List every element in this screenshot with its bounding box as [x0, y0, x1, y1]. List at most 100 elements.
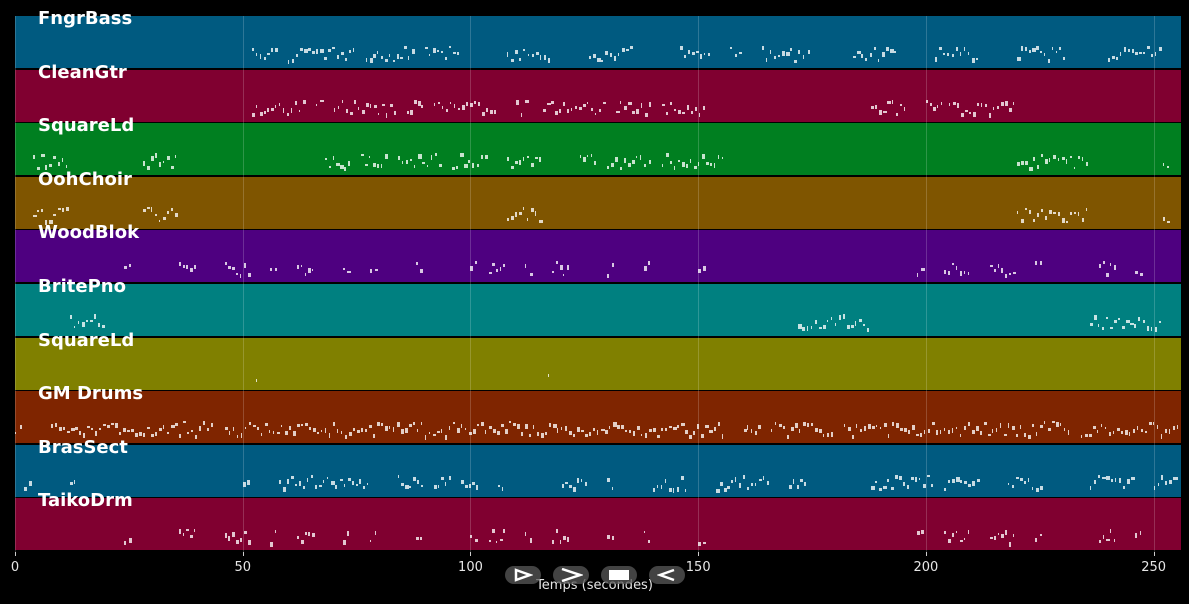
note — [1164, 429, 1167, 434]
note — [648, 540, 651, 544]
note — [1020, 46, 1024, 51]
note — [984, 104, 987, 107]
track-name: CleanGtr — [38, 61, 127, 83]
track-lane[interactable] — [15, 498, 1181, 551]
note — [1021, 161, 1024, 166]
note — [750, 483, 753, 486]
note — [1044, 52, 1046, 56]
note — [903, 428, 907, 432]
note — [991, 428, 994, 434]
track-lane[interactable] — [15, 391, 1181, 444]
note — [668, 487, 672, 492]
note — [211, 422, 213, 427]
note — [453, 104, 456, 108]
note — [381, 104, 385, 106]
note — [911, 425, 916, 431]
note — [515, 160, 518, 164]
note — [789, 484, 793, 489]
track-lane[interactable] — [15, 16, 1181, 69]
track-lane[interactable] — [15, 230, 1181, 283]
stop-button[interactable] — [601, 566, 637, 584]
note — [842, 314, 846, 319]
note — [232, 426, 234, 431]
track-lane[interactable] — [15, 176, 1181, 229]
note — [665, 428, 668, 432]
note — [1139, 51, 1143, 54]
note — [976, 102, 979, 107]
note — [432, 433, 437, 437]
note — [527, 155, 530, 158]
note — [461, 105, 466, 111]
note — [248, 422, 252, 426]
note — [449, 46, 451, 49]
note — [170, 207, 174, 211]
note — [69, 481, 73, 485]
play-button[interactable] — [505, 566, 541, 584]
note — [1065, 220, 1068, 224]
note — [519, 58, 522, 61]
note — [1069, 211, 1072, 216]
track-lane[interactable] — [15, 337, 1181, 390]
forward-button[interactable] — [553, 566, 589, 584]
note — [879, 426, 881, 430]
note — [613, 422, 617, 427]
note — [561, 484, 565, 488]
note — [1094, 480, 1097, 485]
note — [571, 108, 573, 111]
note — [556, 529, 558, 534]
note — [481, 422, 485, 426]
note — [846, 324, 851, 329]
note — [1013, 101, 1015, 106]
track-lane[interactable] — [15, 284, 1181, 337]
track-lane[interactable] — [15, 69, 1181, 122]
note — [404, 46, 408, 50]
tick-mark — [1153, 552, 1155, 556]
note — [1162, 216, 1165, 222]
track-lane[interactable] — [15, 123, 1181, 176]
rewind-button[interactable] — [649, 566, 685, 584]
note — [340, 52, 344, 56]
note — [348, 161, 351, 167]
note — [252, 424, 257, 427]
note — [623, 157, 626, 163]
note — [1053, 211, 1057, 215]
note — [400, 57, 403, 60]
note — [256, 379, 258, 382]
note — [497, 484, 500, 488]
note — [324, 428, 327, 434]
note — [936, 104, 939, 108]
note — [871, 425, 876, 429]
note — [1011, 426, 1016, 430]
note — [37, 166, 41, 170]
note — [935, 430, 939, 435]
note — [275, 48, 278, 52]
note — [895, 423, 899, 429]
note — [461, 479, 465, 485]
note — [521, 432, 524, 436]
note — [533, 425, 535, 429]
note — [515, 212, 517, 217]
note — [525, 263, 527, 268]
note — [720, 481, 723, 487]
note — [678, 109, 682, 115]
note — [968, 111, 972, 115]
note — [632, 110, 635, 115]
note — [33, 154, 35, 159]
note — [290, 108, 293, 113]
note — [271, 108, 274, 112]
note — [607, 535, 610, 540]
note — [270, 267, 272, 271]
note — [883, 485, 887, 490]
note — [1106, 316, 1108, 320]
note — [1138, 316, 1141, 321]
note — [1009, 542, 1011, 547]
note — [661, 104, 665, 107]
note — [328, 433, 331, 439]
track-lane[interactable] — [15, 444, 1181, 497]
note — [1104, 427, 1107, 430]
note — [859, 318, 863, 322]
note — [1151, 53, 1154, 58]
note — [247, 540, 252, 545]
note — [585, 434, 588, 438]
note — [1065, 159, 1067, 164]
